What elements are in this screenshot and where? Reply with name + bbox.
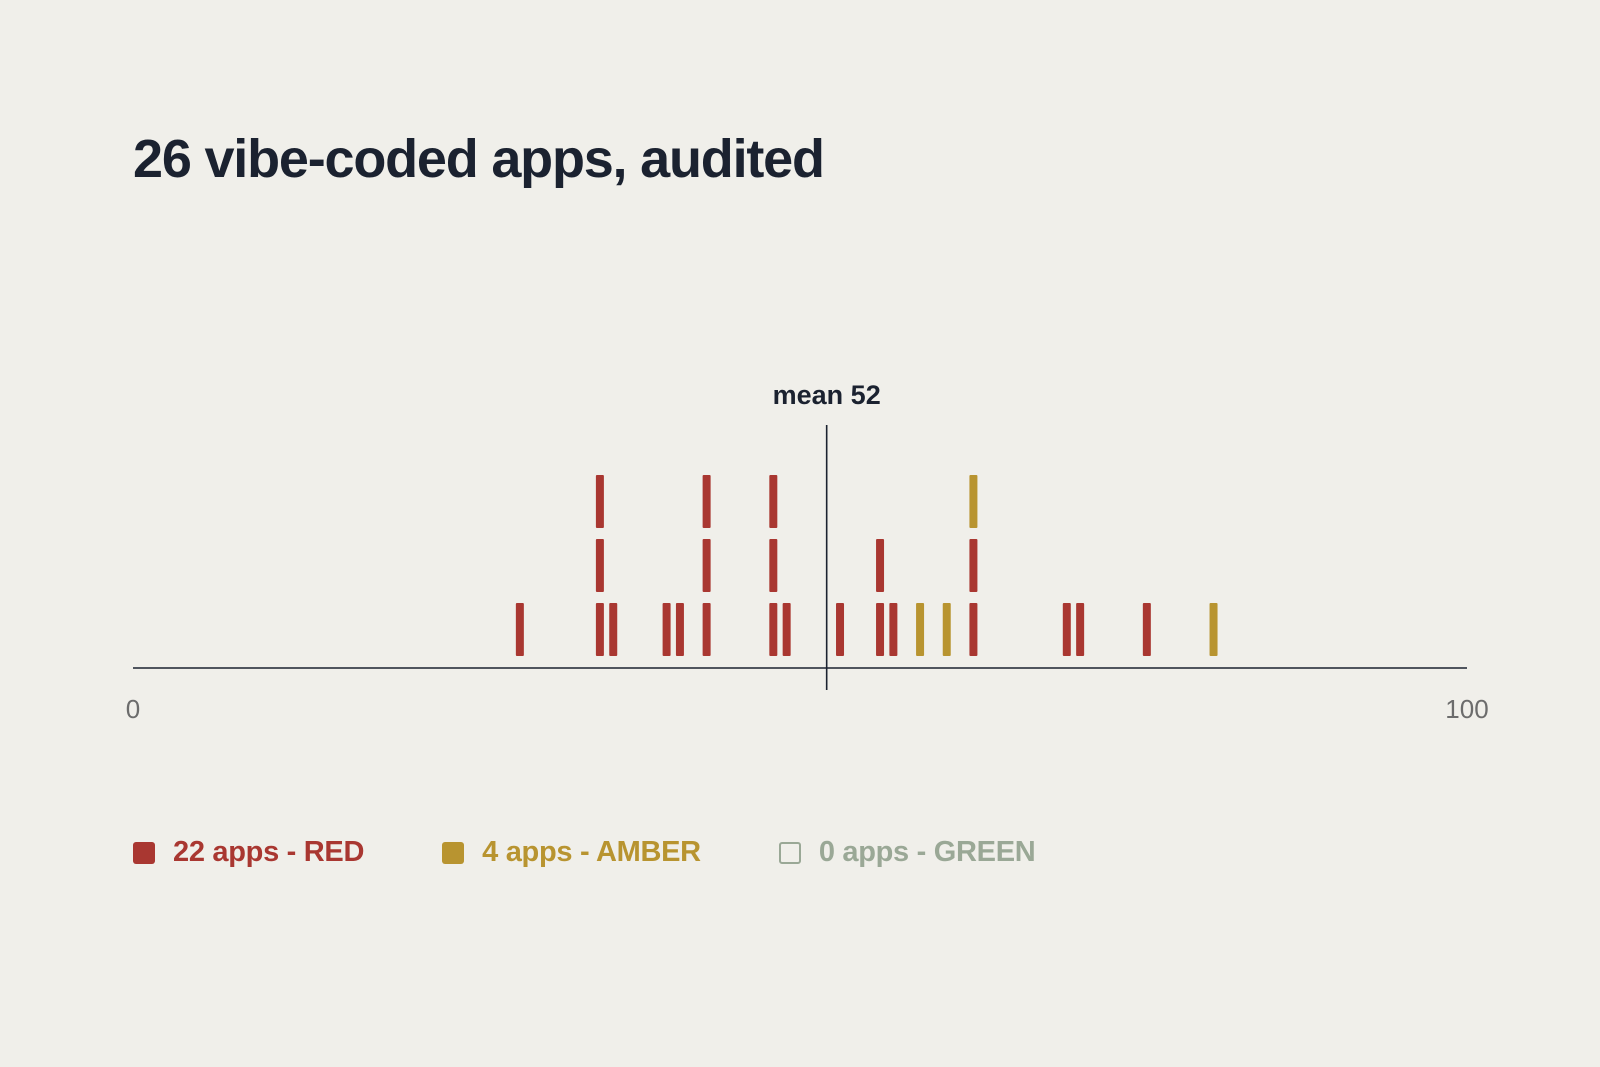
- app-tick-red-10: [769, 603, 778, 656]
- app-tick-red-15: [876, 603, 885, 656]
- legend-item-amber: 4 apps - AMBER: [442, 836, 701, 869]
- legend-item-red: 22 apps - RED: [133, 836, 364, 869]
- app-tick-red-18: [969, 603, 978, 656]
- x-tick-label-min: 0: [126, 694, 140, 724]
- x-tick-label-max: 100: [1445, 694, 1488, 724]
- legend-swatch-amber: [442, 841, 465, 864]
- mean-label: mean 52: [773, 380, 881, 410]
- legend-swatch-green: [778, 841, 801, 864]
- app-tick-red-8: [702, 539, 711, 592]
- app-tick-red-5: [662, 603, 671, 656]
- app-tick-red-20: [1062, 603, 1071, 656]
- app-tick-red-17: [889, 603, 898, 656]
- app-tick-red-2: [595, 539, 604, 592]
- legend-label-amber: 4 apps - AMBER: [482, 836, 701, 868]
- legend-label-green: 0 apps - GREEN: [818, 836, 1036, 868]
- legend-label-red: 22 apps - RED: [173, 836, 365, 868]
- legend: 22 apps - RED 4 apps - AMBER 0 apps - GR…: [133, 836, 1113, 869]
- app-tick-red-12: [769, 475, 778, 528]
- chart-title: 26 vibe-coded apps, audited: [133, 129, 825, 189]
- app-tick-red-22: [1142, 603, 1151, 656]
- app-tick-red-3: [595, 475, 604, 528]
- app-tick-amber-0: [916, 603, 925, 656]
- app-tick-red-11: [769, 539, 778, 592]
- app-tick-red-16: [876, 539, 885, 592]
- app-tick-red-6: [675, 603, 684, 656]
- chart-marks: [515, 475, 1218, 656]
- app-tick-red-4: [609, 603, 618, 656]
- legend-item-green: 0 apps - GREEN: [778, 836, 1036, 869]
- legend-swatch-red: [133, 841, 155, 864]
- app-tick-amber-3: [1209, 603, 1218, 656]
- app-tick-red-13: [782, 603, 791, 656]
- app-tick-red-1: [595, 603, 604, 656]
- app-tick-amber-2: [969, 475, 978, 528]
- app-tick-amber-1: [942, 603, 951, 656]
- app-tick-red-0: [515, 603, 524, 656]
- app-tick-red-7: [702, 603, 711, 656]
- app-tick-red-14: [836, 603, 845, 656]
- app-tick-red-21: [1076, 603, 1085, 656]
- app-tick-red-19: [969, 539, 978, 592]
- app-tick-red-9: [702, 475, 711, 528]
